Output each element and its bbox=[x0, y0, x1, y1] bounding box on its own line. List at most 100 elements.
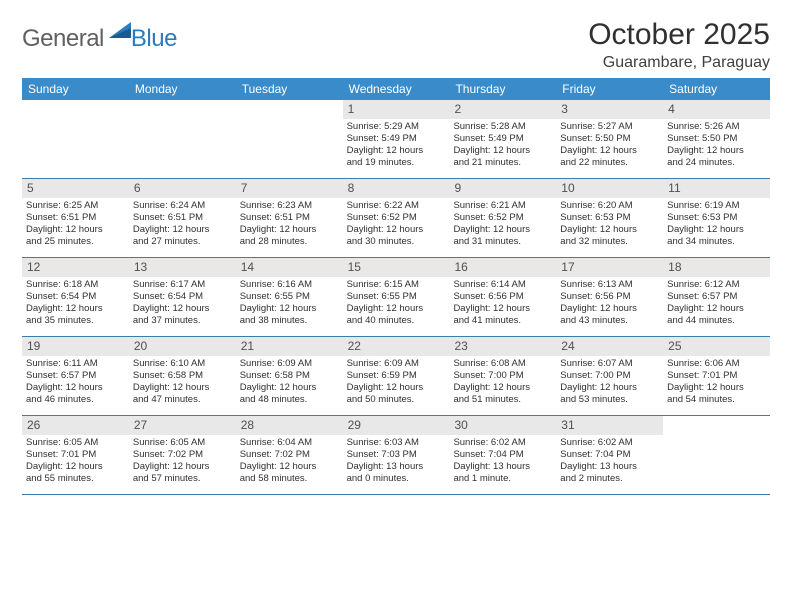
weekday-tuesday: Tuesday bbox=[236, 78, 343, 100]
day-cell: 17Sunrise: 6:13 AMSunset: 6:56 PMDayligh… bbox=[556, 258, 663, 336]
day-info-line: Sunrise: 6:03 AM bbox=[347, 437, 446, 449]
day-info-line: Sunrise: 6:12 AM bbox=[667, 279, 766, 291]
day-info-line: and 2 minutes. bbox=[560, 473, 659, 485]
day-info-line: and 48 minutes. bbox=[240, 394, 339, 406]
day-number: 23 bbox=[449, 337, 556, 356]
day-number: 11 bbox=[663, 179, 770, 198]
day-info-line: Sunset: 6:52 PM bbox=[347, 212, 446, 224]
day-info-line: and 32 minutes. bbox=[560, 236, 659, 248]
day-number: 24 bbox=[556, 337, 663, 356]
day-info-line: Sunrise: 6:11 AM bbox=[26, 358, 125, 370]
day-info-line: Sunset: 6:51 PM bbox=[133, 212, 232, 224]
day-info-line: Sunrise: 6:20 AM bbox=[560, 200, 659, 212]
day-cell: 2Sunrise: 5:28 AMSunset: 5:49 PMDaylight… bbox=[449, 100, 556, 178]
day-number: 3 bbox=[556, 100, 663, 119]
day-info-line: Sunset: 5:49 PM bbox=[453, 133, 552, 145]
day-number: 15 bbox=[343, 258, 450, 277]
day-info-line: and 1 minute. bbox=[453, 473, 552, 485]
day-info-line: Daylight: 12 hours bbox=[26, 382, 125, 394]
day-info-line: Daylight: 12 hours bbox=[453, 303, 552, 315]
day-info-line: Sunrise: 6:06 AM bbox=[667, 358, 766, 370]
day-number: 12 bbox=[22, 258, 129, 277]
day-cell: 6Sunrise: 6:24 AMSunset: 6:51 PMDaylight… bbox=[129, 179, 236, 257]
day-info-line: and 28 minutes. bbox=[240, 236, 339, 248]
day-info-line: Sunrise: 6:04 AM bbox=[240, 437, 339, 449]
day-info-line: Daylight: 13 hours bbox=[560, 461, 659, 473]
day-info-line: Sunset: 7:00 PM bbox=[453, 370, 552, 382]
day-info-line: Daylight: 12 hours bbox=[453, 382, 552, 394]
day-cell: 16Sunrise: 6:14 AMSunset: 6:56 PMDayligh… bbox=[449, 258, 556, 336]
day-info-line: Sunset: 5:49 PM bbox=[347, 133, 446, 145]
day-info-line: Sunset: 6:53 PM bbox=[667, 212, 766, 224]
day-info-line: Sunrise: 5:28 AM bbox=[453, 121, 552, 133]
week-row: 19Sunrise: 6:11 AMSunset: 6:57 PMDayligh… bbox=[22, 337, 770, 416]
day-info-line: and 35 minutes. bbox=[26, 315, 125, 327]
day-cell: 7Sunrise: 6:23 AMSunset: 6:51 PMDaylight… bbox=[236, 179, 343, 257]
day-number: 22 bbox=[343, 337, 450, 356]
day-cell bbox=[22, 100, 129, 178]
day-number: 27 bbox=[129, 416, 236, 435]
day-number: 9 bbox=[449, 179, 556, 198]
day-info-line: Sunrise: 5:26 AM bbox=[667, 121, 766, 133]
day-info-line: Sunrise: 6:07 AM bbox=[560, 358, 659, 370]
day-info-line: Sunrise: 6:16 AM bbox=[240, 279, 339, 291]
day-number bbox=[22, 100, 129, 119]
week-row: 12Sunrise: 6:18 AMSunset: 6:54 PMDayligh… bbox=[22, 258, 770, 337]
day-info-line: Sunset: 7:03 PM bbox=[347, 449, 446, 461]
day-info-line: Sunrise: 6:02 AM bbox=[560, 437, 659, 449]
day-info-line: Sunrise: 6:19 AM bbox=[667, 200, 766, 212]
day-info-line: Sunrise: 6:08 AM bbox=[453, 358, 552, 370]
day-info-line: Sunrise: 6:15 AM bbox=[347, 279, 446, 291]
day-info-line: Sunset: 6:56 PM bbox=[453, 291, 552, 303]
day-info-line: Daylight: 12 hours bbox=[560, 303, 659, 315]
day-info-line: Daylight: 12 hours bbox=[560, 382, 659, 394]
day-info-line: Daylight: 12 hours bbox=[667, 382, 766, 394]
day-number: 17 bbox=[556, 258, 663, 277]
day-number: 18 bbox=[663, 258, 770, 277]
day-number: 30 bbox=[449, 416, 556, 435]
day-info-line: Daylight: 12 hours bbox=[347, 224, 446, 236]
day-cell bbox=[129, 100, 236, 178]
day-info-line: and 31 minutes. bbox=[453, 236, 552, 248]
day-info-line: Daylight: 12 hours bbox=[453, 224, 552, 236]
day-info-line: Sunrise: 5:27 AM bbox=[560, 121, 659, 133]
day-cell: 21Sunrise: 6:09 AMSunset: 6:58 PMDayligh… bbox=[236, 337, 343, 415]
day-info-line: Sunrise: 6:09 AM bbox=[240, 358, 339, 370]
day-info-line: Sunset: 7:04 PM bbox=[453, 449, 552, 461]
day-info-line: Daylight: 12 hours bbox=[240, 461, 339, 473]
day-info-line: Daylight: 13 hours bbox=[453, 461, 552, 473]
day-cell: 8Sunrise: 6:22 AMSunset: 6:52 PMDaylight… bbox=[343, 179, 450, 257]
day-number: 4 bbox=[663, 100, 770, 119]
day-info-line: and 47 minutes. bbox=[133, 394, 232, 406]
day-info-line: Sunrise: 6:09 AM bbox=[347, 358, 446, 370]
week-row: 5Sunrise: 6:25 AMSunset: 6:51 PMDaylight… bbox=[22, 179, 770, 258]
day-number bbox=[236, 100, 343, 119]
day-info-line: and 27 minutes. bbox=[133, 236, 232, 248]
day-info-line: and 43 minutes. bbox=[560, 315, 659, 327]
day-info-line: Daylight: 12 hours bbox=[347, 303, 446, 315]
day-info-line: Daylight: 12 hours bbox=[133, 303, 232, 315]
day-info-line: and 0 minutes. bbox=[347, 473, 446, 485]
day-cell: 24Sunrise: 6:07 AMSunset: 7:00 PMDayligh… bbox=[556, 337, 663, 415]
day-info-line: Sunrise: 6:13 AM bbox=[560, 279, 659, 291]
day-number: 28 bbox=[236, 416, 343, 435]
weekday-thursday: Thursday bbox=[449, 78, 556, 100]
day-info-line: and 40 minutes. bbox=[347, 315, 446, 327]
day-cell: 20Sunrise: 6:10 AMSunset: 6:58 PMDayligh… bbox=[129, 337, 236, 415]
day-info-line: and 50 minutes. bbox=[347, 394, 446, 406]
day-cell: 10Sunrise: 6:20 AMSunset: 6:53 PMDayligh… bbox=[556, 179, 663, 257]
day-info-line: Daylight: 13 hours bbox=[347, 461, 446, 473]
day-info-line: Daylight: 12 hours bbox=[667, 303, 766, 315]
day-number: 31 bbox=[556, 416, 663, 435]
day-cell: 11Sunrise: 6:19 AMSunset: 6:53 PMDayligh… bbox=[663, 179, 770, 257]
day-number: 8 bbox=[343, 179, 450, 198]
day-info-line: Sunset: 5:50 PM bbox=[560, 133, 659, 145]
day-cell: 14Sunrise: 6:16 AMSunset: 6:55 PMDayligh… bbox=[236, 258, 343, 336]
day-info-line: Sunrise: 6:18 AM bbox=[26, 279, 125, 291]
day-info-line: and 34 minutes. bbox=[667, 236, 766, 248]
day-cell: 1Sunrise: 5:29 AMSunset: 5:49 PMDaylight… bbox=[343, 100, 450, 178]
day-info-line: and 21 minutes. bbox=[453, 157, 552, 169]
day-info-line: Daylight: 12 hours bbox=[453, 145, 552, 157]
logo-shape-icon bbox=[109, 22, 131, 43]
day-info-line: and 37 minutes. bbox=[133, 315, 232, 327]
